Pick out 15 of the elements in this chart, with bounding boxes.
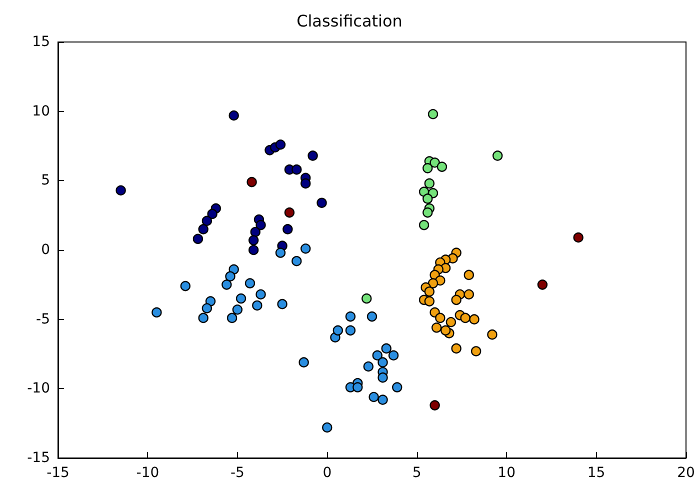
y-tick-label: 5 (41, 172, 50, 189)
x-tick-label: -10 (136, 465, 160, 481)
x-tick-label: -5 (230, 465, 244, 481)
y-tick-label: -15 (27, 450, 50, 466)
x-tick-label: 20 (677, 465, 695, 481)
y-tick-label: 0 (41, 242, 50, 258)
chart-title: Classification (296, 12, 402, 30)
y-tick-label: 10 (32, 103, 50, 120)
x-tick-label: 15 (587, 465, 606, 481)
x-tick-label: 5 (412, 465, 422, 481)
y-tick-label: -10 (27, 380, 50, 397)
x-tick-label: 10 (498, 465, 516, 481)
y-tick-label: -5 (36, 311, 50, 328)
x-tick-label: 0 (322, 465, 332, 481)
y-tick-label: 15 (32, 34, 50, 50)
